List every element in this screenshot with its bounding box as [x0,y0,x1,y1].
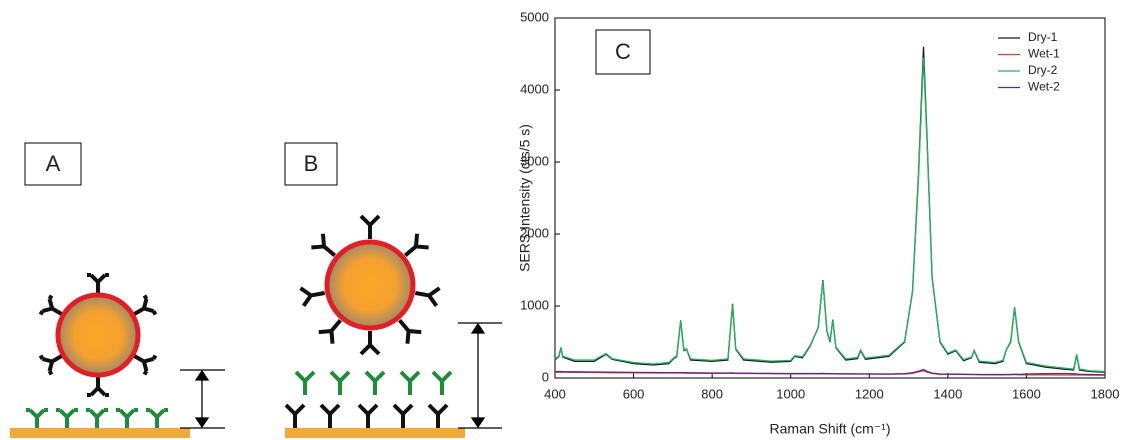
panel-box [595,29,651,75]
substrate [285,428,465,438]
substrate [10,428,190,438]
series-line [554,368,1106,376]
x-axis-label: Raman Shift (cm⁻¹) [770,421,891,437]
series-line [554,46,1106,373]
nanoparticle [55,292,141,378]
panel-label: B [304,151,319,176]
plot-frame [554,17,1106,379]
nanoparticle [324,239,416,331]
series-line [554,57,1106,373]
x-tick-label: 1400 [933,386,962,401]
x-tick-label: 600 [623,386,645,401]
legend-label: Dry-1 [1028,30,1058,44]
legend-label: Dry-2 [1028,63,1058,77]
distance-arrow [180,369,225,429]
y-axis-label: SERS Intensity (cts/5 s) [517,124,533,272]
panel-label: C [615,39,631,64]
panel-label: A [46,151,61,176]
y-tick-label: 1000 [520,297,549,312]
y-tick-label: 4000 [520,81,549,96]
x-tick-label: 800 [701,386,723,401]
y-tick-label: 2000 [520,225,549,240]
panel-box [24,142,82,186]
y-tick-label: 5000 [520,9,549,24]
legend-label: Wet-2 [1028,80,1060,94]
capture-antibodies [24,408,170,430]
capture-antibodies [294,370,453,397]
y-tick-label: 0 [542,369,549,384]
x-tick-label: 400 [544,386,566,401]
x-tick-label: 1200 [855,386,884,401]
distance-arrow [458,322,502,429]
x-tick-label: 1600 [1012,386,1041,401]
base-antibodies [284,403,449,430]
chart: 400 600 800 1000 1200 1400 1600 1800 0 1000 2000 30… [517,9,1120,436]
legend-label: Wet-1 [1028,47,1060,61]
y-tick-label: 3000 [520,153,549,168]
x-tick-label: 1800 [1091,386,1120,401]
x-tick-label: 1000 [776,386,805,401]
panel-box [284,142,338,186]
